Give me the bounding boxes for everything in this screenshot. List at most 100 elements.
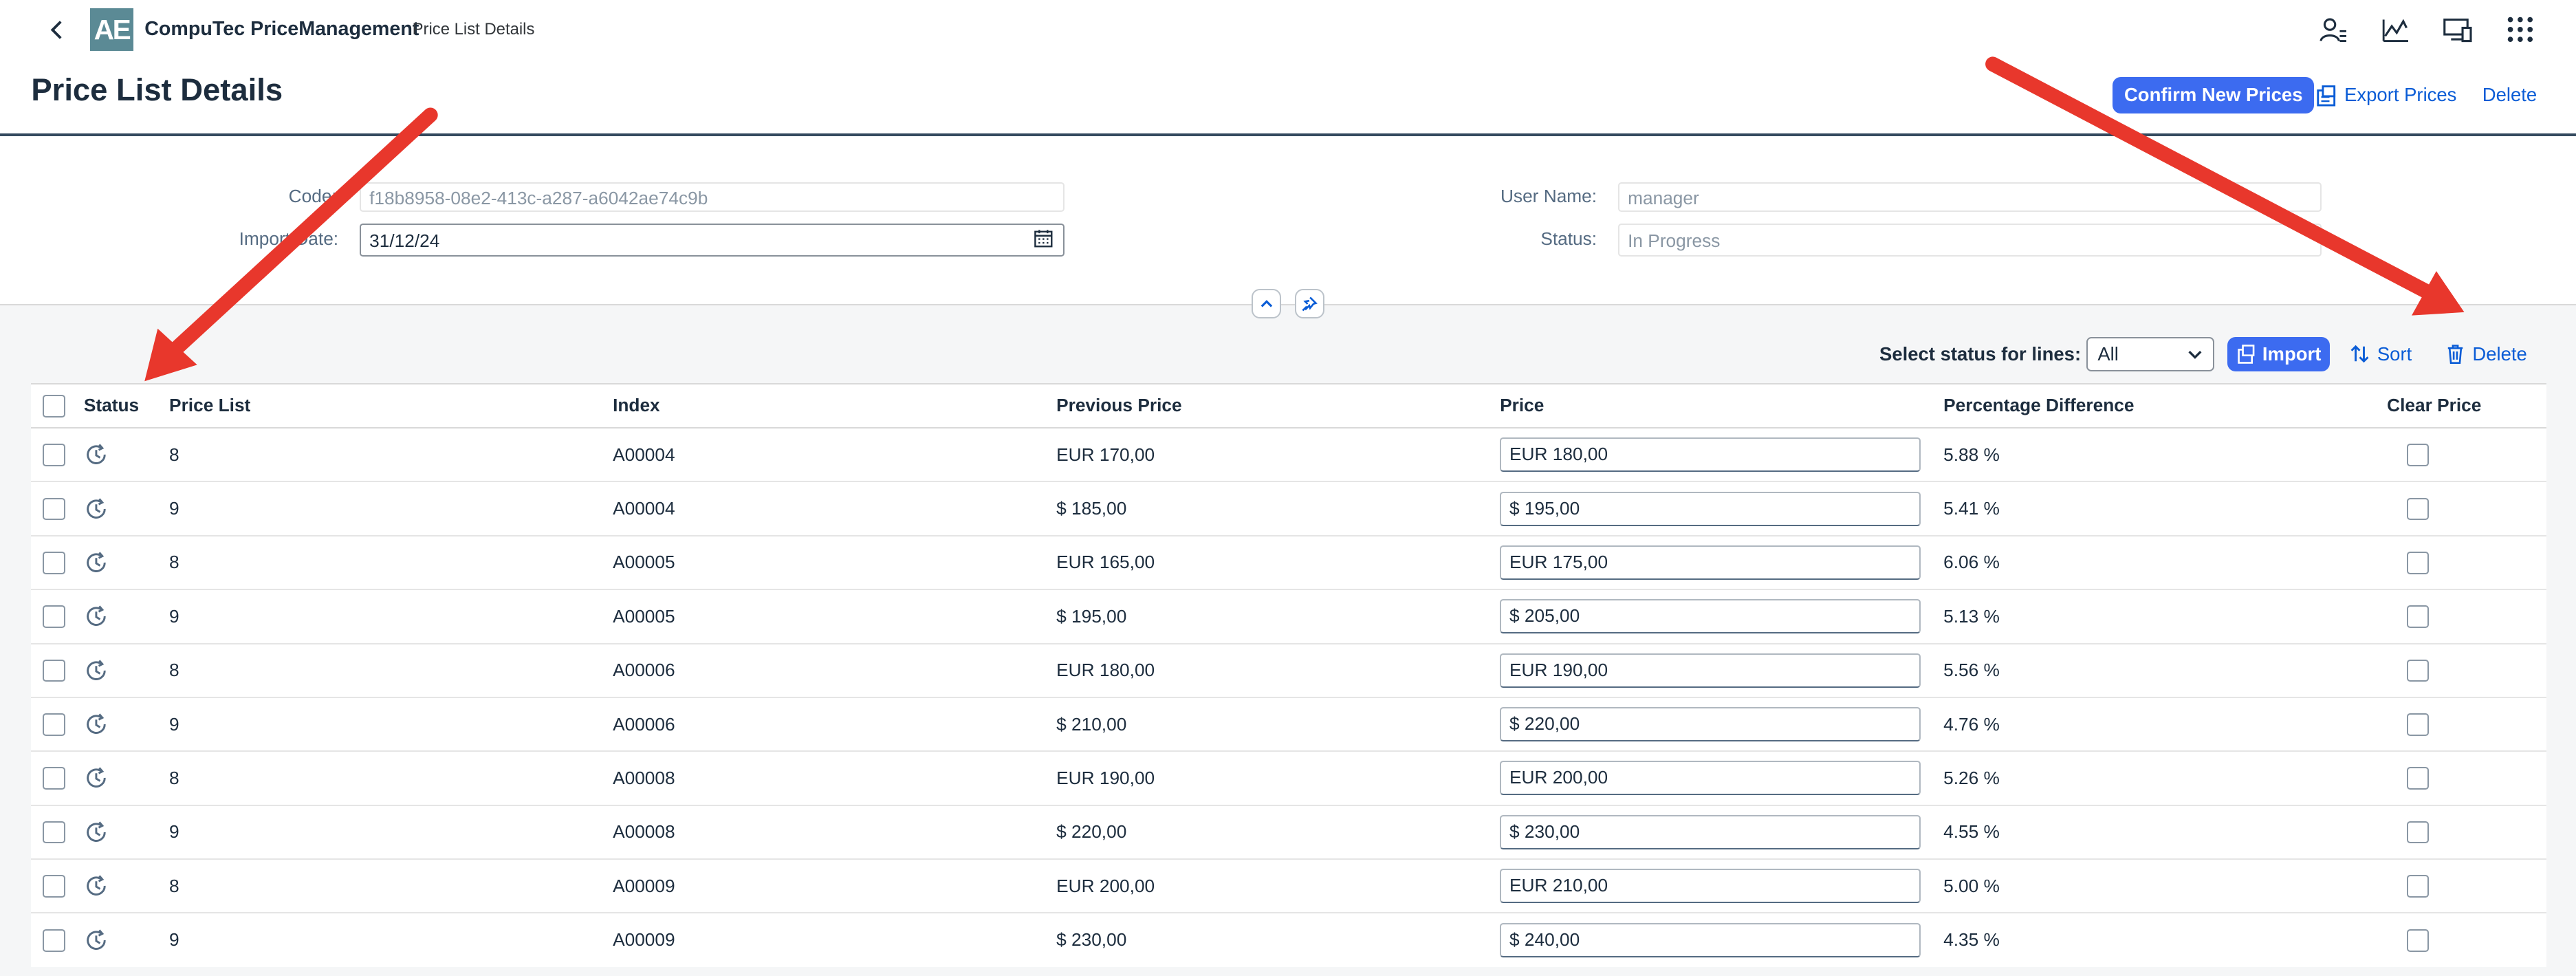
- table-row[interactable]: 8 A00005 EUR 165,00 EUR 175,00 6.06 %: [31, 535, 2546, 589]
- clear-price-checkbox[interactable]: [2406, 875, 2430, 898]
- back-arrow-icon[interactable]: [43, 15, 72, 45]
- index-cell: A00008: [613, 767, 675, 788]
- device-icon[interactable]: [2441, 13, 2474, 46]
- price-input[interactable]: $ 195,00: [1500, 491, 1921, 526]
- previous-price-cell: $ 220,00: [1056, 821, 1127, 843]
- export-icon: [2317, 85, 2336, 107]
- in-progress-status-icon: [87, 875, 106, 896]
- percentage-difference-cell: 5.41 %: [1943, 498, 2000, 519]
- user-name-field[interactable]: manager: [1618, 182, 2322, 213]
- percentage-difference-cell: 5.56 %: [1943, 660, 2000, 681]
- delete-button[interactable]: Delete: [2482, 77, 2537, 113]
- price-list-cell: 9: [169, 929, 179, 951]
- confirm-new-prices-button[interactable]: Confirm New Prices: [2113, 77, 2315, 113]
- table-row[interactable]: 9 A00005 $ 195,00 $ 205,00 5.13 %: [31, 589, 2546, 643]
- table-row[interactable]: 8 A00006 EUR 180,00 EUR 190,00 5.56 %: [31, 643, 2546, 697]
- clear-price-checkbox[interactable]: [2406, 497, 2430, 521]
- percentage-difference-cell: 6.06 %: [1943, 552, 2000, 573]
- percentage-difference-cell: 5.13 %: [1943, 605, 2000, 627]
- price-input[interactable]: EUR 200,00: [1500, 761, 1921, 796]
- clear-price-checkbox[interactable]: [2406, 444, 2430, 466]
- price-list-cell: 9: [169, 821, 179, 843]
- table-row[interactable]: 9 A00009 $ 230,00 $ 240,00 4.35 %: [31, 913, 2546, 966]
- in-progress-status-icon: [87, 660, 106, 680]
- percentage-difference-cell: 4.35 %: [1943, 929, 2000, 951]
- in-progress-status-icon: [87, 713, 106, 735]
- row-select-checkbox[interactable]: [43, 767, 65, 790]
- row-select-checkbox[interactable]: [43, 875, 65, 898]
- import-date-field[interactable]: 31/12/24: [360, 223, 1065, 257]
- row-select-checkbox[interactable]: [43, 713, 65, 736]
- column-header-status[interactable]: Status: [83, 395, 140, 416]
- export-prices-label: Export Prices: [2344, 84, 2457, 106]
- previous-price-cell: EUR 200,00: [1056, 875, 1155, 896]
- column-header-index[interactable]: Index: [613, 395, 660, 416]
- in-progress-status-icon: [87, 605, 106, 627]
- pin-header-button[interactable]: [1294, 289, 1324, 319]
- export-prices-button[interactable]: Export Prices: [2315, 77, 2456, 113]
- column-header-price[interactable]: Price: [1500, 395, 1544, 416]
- status-field[interactable]: In Progress: [1618, 223, 2322, 257]
- calendar-icon[interactable]: [1034, 228, 1054, 248]
- index-cell: A00004: [613, 444, 675, 465]
- price-input[interactable]: $ 230,00: [1500, 814, 1921, 849]
- collapse-header-button[interactable]: [1252, 289, 1282, 319]
- column-header-clear-price[interactable]: Clear Price: [2387, 395, 2482, 416]
- price-list-cell: 9: [169, 605, 179, 627]
- index-cell: A00009: [613, 929, 675, 951]
- clear-price-checkbox[interactable]: [2406, 605, 2430, 629]
- clear-price-checkbox[interactable]: [2406, 821, 2430, 844]
- price-input[interactable]: $ 220,00: [1500, 706, 1921, 742]
- column-header-percentage-difference[interactable]: Percentage Difference: [1943, 395, 2135, 416]
- row-select-checkbox[interactable]: [43, 552, 65, 574]
- import-button[interactable]: Import: [2227, 336, 2330, 371]
- status-filter-select[interactable]: All: [2086, 336, 2215, 371]
- app-title: CompuTec PriceManagement: [144, 18, 419, 41]
- table-row[interactable]: 9 A00006 $ 210,00 $ 220,00 4.76 %: [31, 697, 2546, 751]
- clear-price-checkbox[interactable]: [2406, 713, 2430, 736]
- clear-price-checkbox[interactable]: [2406, 552, 2430, 574]
- price-input[interactable]: EUR 210,00: [1500, 868, 1921, 904]
- price-lines-table: Status Price List Index Previous Price P…: [31, 382, 2546, 967]
- grid-menu-icon[interactable]: [2504, 13, 2537, 46]
- sort-button[interactable]: Sort: [2349, 337, 2412, 371]
- index-cell: A00009: [613, 875, 675, 896]
- row-select-checkbox[interactable]: [43, 444, 65, 466]
- table-row[interactable]: 9 A00008 $ 220,00 $ 230,00 4.55 %: [31, 805, 2546, 859]
- delete-lines-label: Delete: [2472, 343, 2527, 365]
- row-select-checkbox[interactable]: [43, 605, 65, 629]
- row-select-checkbox[interactable]: [43, 497, 65, 521]
- previous-price-cell: EUR 170,00: [1056, 444, 1155, 465]
- column-header-price-list[interactable]: Price List: [169, 395, 251, 416]
- table-row[interactable]: 8 A00008 EUR 190,00 EUR 200,00 5.26 %: [31, 751, 2546, 805]
- price-list-cell: 8: [169, 660, 179, 681]
- clear-price-checkbox[interactable]: [2406, 659, 2430, 682]
- in-progress-status-icon: [87, 444, 106, 465]
- row-select-checkbox[interactable]: [43, 929, 65, 952]
- chevron-up-icon: [1260, 299, 1272, 307]
- percentage-difference-cell: 5.26 %: [1943, 767, 2000, 788]
- price-input[interactable]: EUR 190,00: [1500, 653, 1921, 688]
- clear-price-checkbox[interactable]: [2406, 767, 2430, 790]
- delete-lines-button[interactable]: Delete: [2445, 337, 2527, 371]
- table-row[interactable]: 8 A00004 EUR 170,00 EUR 180,00 5.88 %: [31, 428, 2546, 481]
- row-select-checkbox[interactable]: [43, 659, 65, 682]
- price-input[interactable]: $ 240,00: [1500, 922, 1921, 957]
- code-field[interactable]: f18b8958-08e2-413c-a287-a6042ae74c9b: [360, 182, 1065, 213]
- analytics-icon[interactable]: [2379, 13, 2412, 46]
- app-subtitle: Price List Details: [412, 19, 535, 39]
- price-input[interactable]: $ 205,00: [1500, 599, 1921, 634]
- details-form: Code: f18b8958-08e2-413c-a287-a6042ae74c…: [0, 136, 2576, 305]
- table-row[interactable]: 8 A00009 EUR 200,00 EUR 210,00 5.00 %: [31, 858, 2546, 913]
- row-select-checkbox[interactable]: [43, 821, 65, 844]
- user-settings-icon[interactable]: [2317, 13, 2350, 46]
- clear-price-checkbox[interactable]: [2406, 929, 2430, 952]
- column-header-previous-price[interactable]: Previous Price: [1056, 395, 1182, 416]
- index-cell: A00004: [613, 498, 675, 519]
- select-all-checkbox[interactable]: [43, 394, 65, 417]
- previous-price-cell: $ 185,00: [1056, 498, 1127, 519]
- table-row[interactable]: 9 A00004 $ 185,00 $ 195,00 5.41 %: [31, 481, 2546, 535]
- index-cell: A00008: [613, 821, 675, 843]
- price-input[interactable]: EUR 180,00: [1500, 437, 1921, 473]
- price-input[interactable]: EUR 175,00: [1500, 545, 1921, 581]
